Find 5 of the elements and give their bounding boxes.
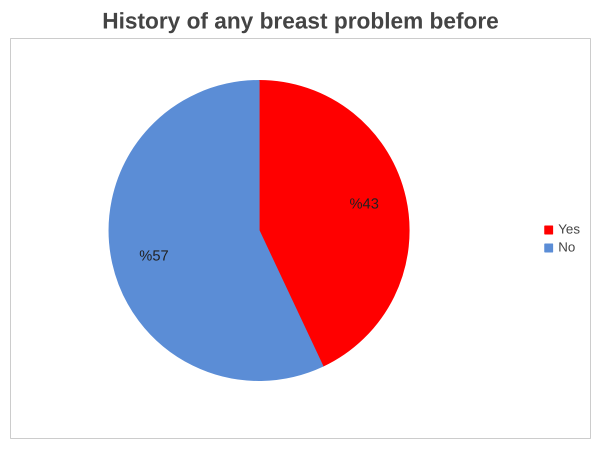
data-label: %43 — [350, 196, 379, 212]
data-label: %57 — [139, 248, 169, 265]
legend-label: Yes — [558, 222, 580, 236]
chart-title: History of any breast problem before — [102, 8, 499, 34]
legend-label: No — [558, 240, 576, 254]
